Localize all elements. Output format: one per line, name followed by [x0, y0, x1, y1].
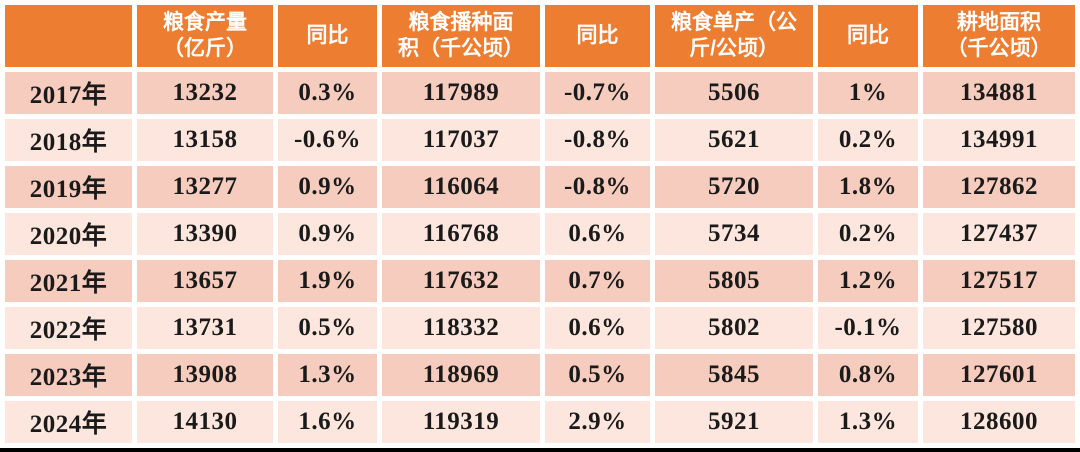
- table-row: 2024年 14130 1.6% 119319 2.9% 5921 1.3% 128600: [5, 401, 1075, 443]
- value-cell: 13158: [137, 119, 273, 161]
- value-cell: 134991: [923, 119, 1075, 161]
- value-cell: 1.9%: [278, 260, 377, 302]
- value-cell: 5845: [655, 354, 813, 396]
- column-header-1: 粮食产量 （亿斤）: [137, 5, 273, 67]
- value-cell: 0.5%: [278, 307, 377, 349]
- year-cell: 2022年: [5, 307, 132, 349]
- value-cell: -0.7%: [545, 72, 650, 114]
- year-cell: 2023年: [5, 354, 132, 396]
- year-cell: 2017年: [5, 72, 132, 114]
- column-header-4: 同比: [545, 5, 650, 67]
- value-cell: 118969: [382, 354, 540, 396]
- value-cell: 0.6%: [545, 213, 650, 255]
- value-cell: 13232: [137, 72, 273, 114]
- year-cell: 2018年: [5, 119, 132, 161]
- table-body: 2017年 13232 0.3% 117989 -0.7% 5506 1% 134881 201…: [5, 72, 1075, 443]
- value-cell: 5921: [655, 401, 813, 443]
- table-row: 2020年 13390 0.9% 116768 0.6% 5734 0.2% 127437: [5, 213, 1075, 255]
- value-cell: 1.2%: [818, 260, 918, 302]
- value-cell: 13731: [137, 307, 273, 349]
- value-cell: 127580: [923, 307, 1075, 349]
- value-cell: 0.7%: [545, 260, 650, 302]
- table-row: 2023年 13908 1.3% 118969 0.5% 5845 0.8% 127601: [5, 354, 1075, 396]
- value-cell: 127517: [923, 260, 1075, 302]
- table-row: 2019年 13277 0.9% 116064 -0.8% 5720 1.8% 127862: [5, 166, 1075, 208]
- table-row: 2018年 13158 -0.6% 117037 -0.8% 5621 0.2% 134991: [5, 119, 1075, 161]
- value-cell: 5720: [655, 166, 813, 208]
- column-header-3: 粮食播种面 积（千公顷）: [382, 5, 540, 67]
- value-cell: 13657: [137, 260, 273, 302]
- value-cell: 0.8%: [818, 354, 918, 396]
- year-cell: 2024年: [5, 401, 132, 443]
- value-cell: 117989: [382, 72, 540, 114]
- value-cell: 0.2%: [818, 119, 918, 161]
- column-header-0: [5, 5, 132, 67]
- value-cell: 127601: [923, 354, 1075, 396]
- value-cell: 0.2%: [818, 213, 918, 255]
- value-cell: 5734: [655, 213, 813, 255]
- year-cell: 2021年: [5, 260, 132, 302]
- value-cell: -0.8%: [545, 119, 650, 161]
- table-row: 2021年 13657 1.9% 117632 0.7% 5805 1.2% 127517: [5, 260, 1075, 302]
- value-cell: 1.6%: [278, 401, 377, 443]
- value-cell: 0.3%: [278, 72, 377, 114]
- value-cell: -0.6%: [278, 119, 377, 161]
- year-cell: 2019年: [5, 166, 132, 208]
- value-cell: -0.8%: [545, 166, 650, 208]
- value-cell: 116064: [382, 166, 540, 208]
- value-cell: 1.3%: [818, 401, 918, 443]
- column-header-6: 同比: [818, 5, 918, 67]
- value-cell: 5506: [655, 72, 813, 114]
- value-cell: 127862: [923, 166, 1075, 208]
- value-cell: 117037: [382, 119, 540, 161]
- value-cell: 119319: [382, 401, 540, 443]
- value-cell: 118332: [382, 307, 540, 349]
- value-cell: 0.5%: [545, 354, 650, 396]
- value-cell: 0.6%: [545, 307, 650, 349]
- value-cell: -0.1%: [818, 307, 918, 349]
- value-cell: 2.9%: [545, 401, 650, 443]
- column-header-5: 粮食单产（公 斤/公顷）: [655, 5, 813, 67]
- column-header-7: 耕地面积 （千公顷）: [923, 5, 1075, 67]
- value-cell: 0.9%: [278, 166, 377, 208]
- value-cell: 5805: [655, 260, 813, 302]
- header-row: 粮食产量 （亿斤） 同比 粮食播种面 积（千公顷） 同比 粮食单产（公 斤/公顷） 同比耕…: [5, 5, 1075, 67]
- value-cell: 5621: [655, 119, 813, 161]
- table-row: 2017年 13232 0.3% 117989 -0.7% 5506 1% 134881: [5, 72, 1075, 114]
- value-cell: 117632: [382, 260, 540, 302]
- table-row: 2022年 13731 0.5% 118332 0.6% 5802 -0.1% 127580: [5, 307, 1075, 349]
- value-cell: 5802: [655, 307, 813, 349]
- value-cell: 134881: [923, 72, 1075, 114]
- value-cell: 14130: [137, 401, 273, 443]
- value-cell: 128600: [923, 401, 1075, 443]
- value-cell: 13908: [137, 354, 273, 396]
- value-cell: 1.8%: [818, 166, 918, 208]
- column-header-2: 同比: [278, 5, 377, 67]
- table-header: 粮食产量 （亿斤） 同比 粮食播种面 积（千公顷） 同比 粮食单产（公 斤/公顷） 同比耕…: [5, 5, 1075, 67]
- bottom-border-line: [0, 448, 1080, 452]
- value-cell: 13390: [137, 213, 273, 255]
- value-cell: 127437: [923, 213, 1075, 255]
- value-cell: 13277: [137, 166, 273, 208]
- value-cell: 1.3%: [278, 354, 377, 396]
- year-cell: 2020年: [5, 213, 132, 255]
- value-cell: 1%: [818, 72, 918, 114]
- value-cell: 0.9%: [278, 213, 377, 255]
- value-cell: 116768: [382, 213, 540, 255]
